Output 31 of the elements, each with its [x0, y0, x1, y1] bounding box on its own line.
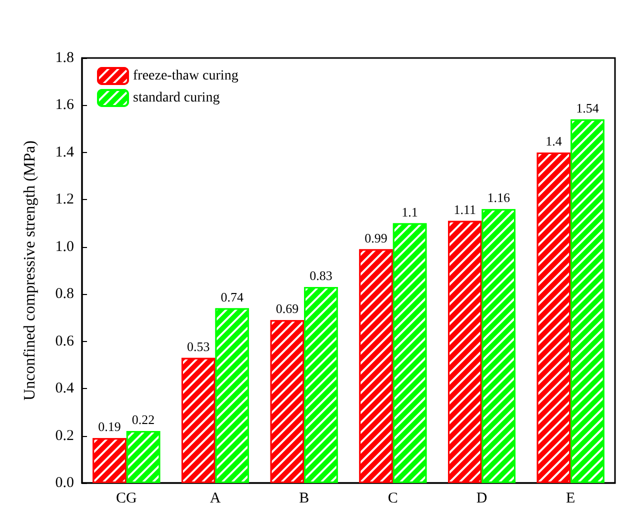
y-tick-label: 0.4: [55, 380, 74, 397]
data-label: 0.74: [220, 289, 244, 304]
legend-label: freeze-thaw curing: [133, 68, 238, 84]
x-tick-label: D: [476, 490, 488, 506]
x-tick-label: A: [210, 490, 221, 506]
legend-label: standard curing: [133, 90, 220, 106]
data-label: 1.1: [402, 204, 418, 220]
data-label: 1.11: [454, 202, 476, 217]
data-label: 1.16: [487, 190, 511, 206]
x-tick-label: B: [299, 490, 310, 506]
data-label: 0.99: [364, 230, 388, 246]
y-tick-label: 1.6: [55, 97, 74, 114]
data-label: 0.69: [276, 301, 299, 316]
y-axis-title: Unconfined compressive strength (MPa): [22, 140, 38, 400]
data-label: 1.4: [546, 133, 562, 148]
data-label: 1.54: [576, 100, 600, 116]
y-tick-label: 0.0: [55, 475, 74, 491]
x-tick-label: CG: [116, 490, 137, 506]
x-tick-label: C: [388, 490, 398, 506]
data-label: 0.83: [310, 268, 332, 284]
data-label: 0.19: [98, 419, 121, 434]
y-tick-label: 0.6: [55, 333, 74, 350]
y-tick-label: 1.0: [55, 238, 74, 255]
y-tick-label: 0.8: [55, 286, 74, 302]
y-tick-label: 1.2: [55, 192, 74, 208]
data-label: 0.22: [132, 412, 155, 428]
y-tick-label: 1.8: [55, 50, 74, 66]
data-label: 0.53: [186, 338, 210, 354]
x-tick-label: E: [566, 490, 576, 506]
y-tick-label: 0.2: [55, 428, 74, 444]
y-tick-label: 1.4: [55, 144, 74, 160]
